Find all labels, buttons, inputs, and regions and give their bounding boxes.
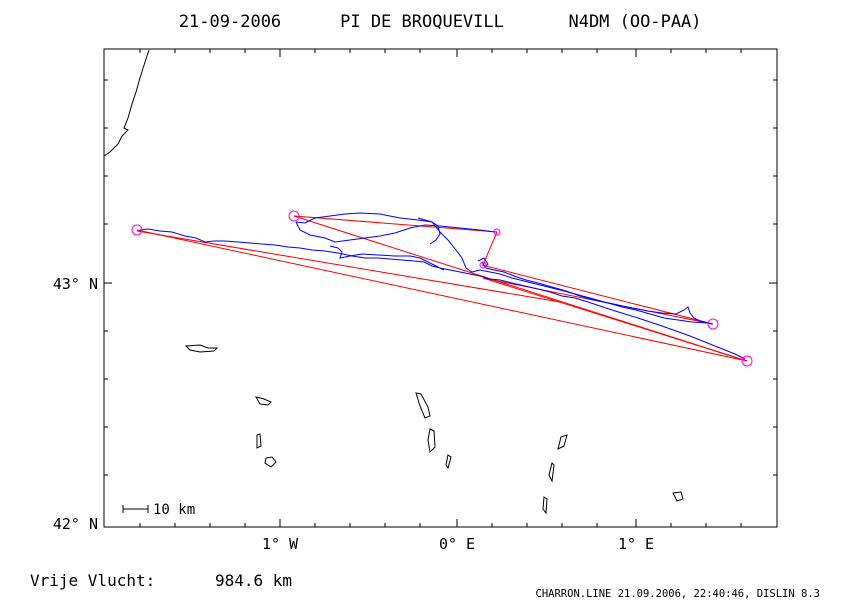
distance-value: 984.6 km	[215, 571, 292, 590]
gps-track	[139, 212, 746, 360]
coastline	[103, 49, 150, 157]
lat-ticks	[104, 79, 777, 476]
title-aircraft: N4DM (OO-PAA)	[568, 12, 701, 32]
turnpoint-2	[288, 210, 300, 222]
turnpoint-3	[493, 228, 501, 236]
lon-ticks	[139, 49, 742, 527]
map-frame	[103, 48, 778, 528]
turnpoint-4	[479, 261, 487, 269]
scale-bar	[122, 505, 149, 513]
route-lines	[136, 215, 748, 362]
title-date: 21-09-2006	[179, 12, 281, 32]
credit-line: CHARRON.LINE 21.09.2006, 22:40:46, DISLI…	[536, 588, 820, 600]
lon-label-1w: 1° W	[262, 535, 299, 553]
turnpoint-5	[707, 318, 719, 330]
lat-label-42: 42° N	[53, 515, 98, 533]
lon-label-1e: 1° E	[618, 535, 654, 553]
scale-label: 10 km	[153, 502, 195, 518]
lat-label-43: 43° N	[53, 275, 98, 293]
lon-label-0e: 0° E	[439, 535, 475, 553]
turnpoint-end	[741, 355, 753, 367]
lakes	[184, 344, 684, 515]
turnpoint-start	[131, 224, 143, 236]
turnpoints	[131, 210, 753, 367]
title-pilot: PI DE BROQUEVILL	[340, 12, 504, 32]
distance-label: Vrije Vlucht:	[30, 571, 155, 590]
